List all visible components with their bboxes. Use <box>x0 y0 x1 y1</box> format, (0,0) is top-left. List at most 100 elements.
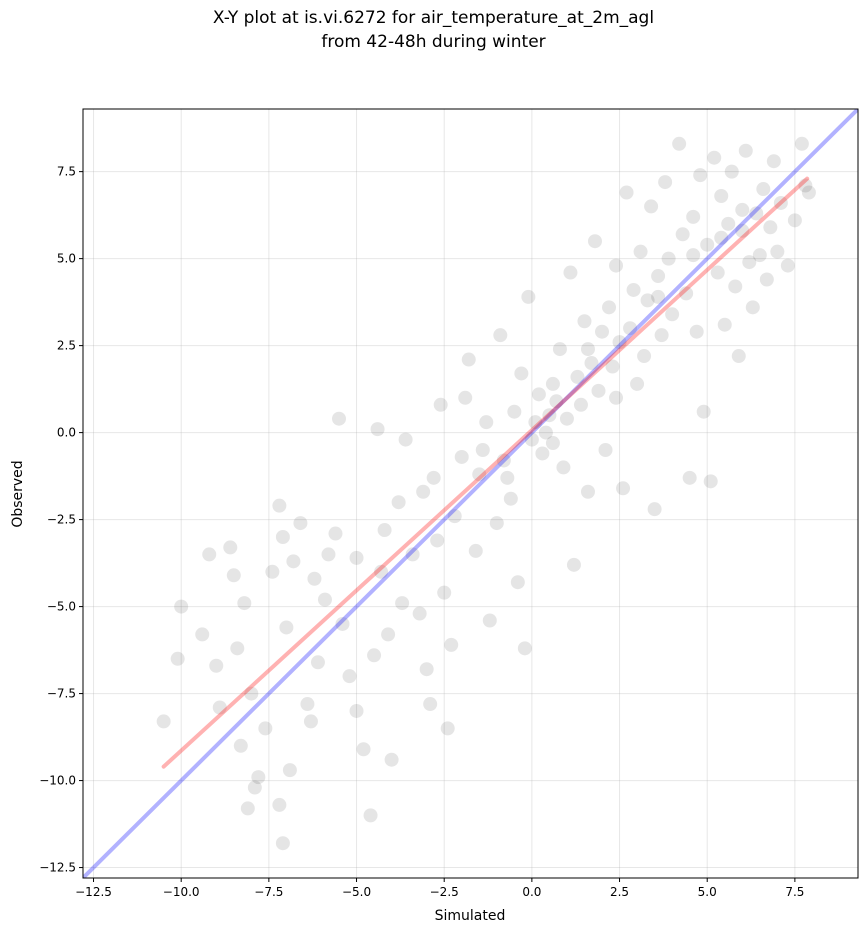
y-tick-label: −5.0 <box>47 600 76 614</box>
scatter-point <box>230 641 245 656</box>
scatter-point <box>731 349 746 364</box>
scatter-point <box>728 279 743 294</box>
scatter-point <box>307 571 322 586</box>
scatter-point <box>619 185 634 200</box>
scatter-point <box>605 359 620 374</box>
scatter-point <box>384 752 399 767</box>
regression-line <box>161 176 810 769</box>
scatter-point <box>458 390 473 405</box>
scatter-point <box>244 686 259 701</box>
scatter-point <box>661 251 676 266</box>
chart-title-line-2: from 42-48h during winter <box>321 32 546 52</box>
scatter-point <box>521 289 536 304</box>
scatter-point <box>556 460 571 475</box>
scatter-point <box>317 592 332 607</box>
scatter-point <box>195 627 210 642</box>
scatter-point <box>251 770 266 785</box>
scatter-point <box>616 481 631 496</box>
scatter-point <box>412 606 427 621</box>
scatter-point <box>482 613 497 628</box>
scatter-point <box>766 154 781 169</box>
scatter-point <box>377 523 392 538</box>
scatter-point <box>349 703 364 718</box>
scatter-point <box>374 564 389 579</box>
scatter-point <box>763 220 778 235</box>
scatter-point <box>272 797 287 812</box>
scatter-point <box>174 599 189 614</box>
scatter-point <box>349 550 364 565</box>
scatter-point <box>612 335 627 350</box>
scatter-point <box>647 502 662 517</box>
scatter-point <box>749 206 764 221</box>
scatter-point <box>370 422 385 437</box>
scatter-point <box>545 436 560 451</box>
y-tick-label: −12.5 <box>39 861 76 875</box>
scatter-point <box>321 547 336 562</box>
scatter-point <box>240 801 255 816</box>
scatter-point <box>328 526 343 541</box>
x-tick-label: −10.0 <box>163 885 200 899</box>
y-tick-label: −2.5 <box>47 513 76 527</box>
chart-title-line-1: X-Y plot at is.vi.6272 for air_temperatu… <box>212 8 655 28</box>
scatter-point <box>640 293 655 308</box>
scatter-point <box>461 352 476 367</box>
scatter-point <box>584 356 599 371</box>
scatter-point <box>437 585 452 600</box>
scatter-point <box>714 188 729 203</box>
x-tick-label: 7.5 <box>785 885 804 899</box>
scatter-point <box>686 209 701 224</box>
scatter-point <box>381 627 396 642</box>
scatter-point <box>258 721 273 736</box>
scatter-point <box>602 300 617 315</box>
scatter-point <box>696 404 711 419</box>
scatter-point <box>721 216 736 231</box>
x-axis-label: Simulated <box>435 908 506 924</box>
scatter-point <box>535 446 550 461</box>
scatter-point <box>202 547 217 562</box>
scatter-point <box>738 143 753 158</box>
x-tick-label: −2.5 <box>430 885 459 899</box>
scatter-point <box>577 314 592 329</box>
scatter-point <box>419 662 434 677</box>
scatter-point <box>689 324 704 339</box>
y-tick-label: 5.0 <box>57 252 76 266</box>
x-tick-label: −5.0 <box>342 885 371 899</box>
scatter-point <box>507 404 522 419</box>
scatter-point <box>787 213 802 228</box>
scatter-point <box>493 328 508 343</box>
scatter-point <box>651 269 666 284</box>
scatter-point <box>633 244 648 259</box>
scatter-point <box>472 467 487 482</box>
scatter-point <box>552 342 567 357</box>
scatter-point <box>423 697 438 712</box>
plot-frame <box>82 108 859 879</box>
scatter-point <box>282 763 297 778</box>
scatter-point <box>468 543 483 558</box>
scatter-point <box>682 470 697 485</box>
scatter-point <box>265 564 280 579</box>
scatter-point <box>651 289 666 304</box>
scatter-point <box>247 780 262 795</box>
scatter-point <box>496 453 511 468</box>
y-tick-label: 7.5 <box>57 165 76 179</box>
scatter-point <box>780 258 795 273</box>
scatter-points <box>156 136 816 851</box>
scatter-point <box>545 376 560 391</box>
scatter-point <box>209 658 224 673</box>
scatter-point <box>563 265 578 280</box>
scatter-point <box>398 432 413 447</box>
scatter-point <box>363 808 378 823</box>
x-tick-label: 0.0 <box>522 885 541 899</box>
scatter-point <box>300 697 315 712</box>
scatter-point <box>223 540 238 555</box>
scatter-point <box>637 349 652 364</box>
scatter-point <box>742 255 757 270</box>
scatter-point <box>433 397 448 412</box>
scatter-point <box>580 484 595 499</box>
y-tick-label: −7.5 <box>47 687 76 701</box>
scatter-point <box>454 449 469 464</box>
scatter-point <box>447 509 462 524</box>
scatter-point <box>170 651 185 666</box>
scatter-point <box>598 443 613 458</box>
